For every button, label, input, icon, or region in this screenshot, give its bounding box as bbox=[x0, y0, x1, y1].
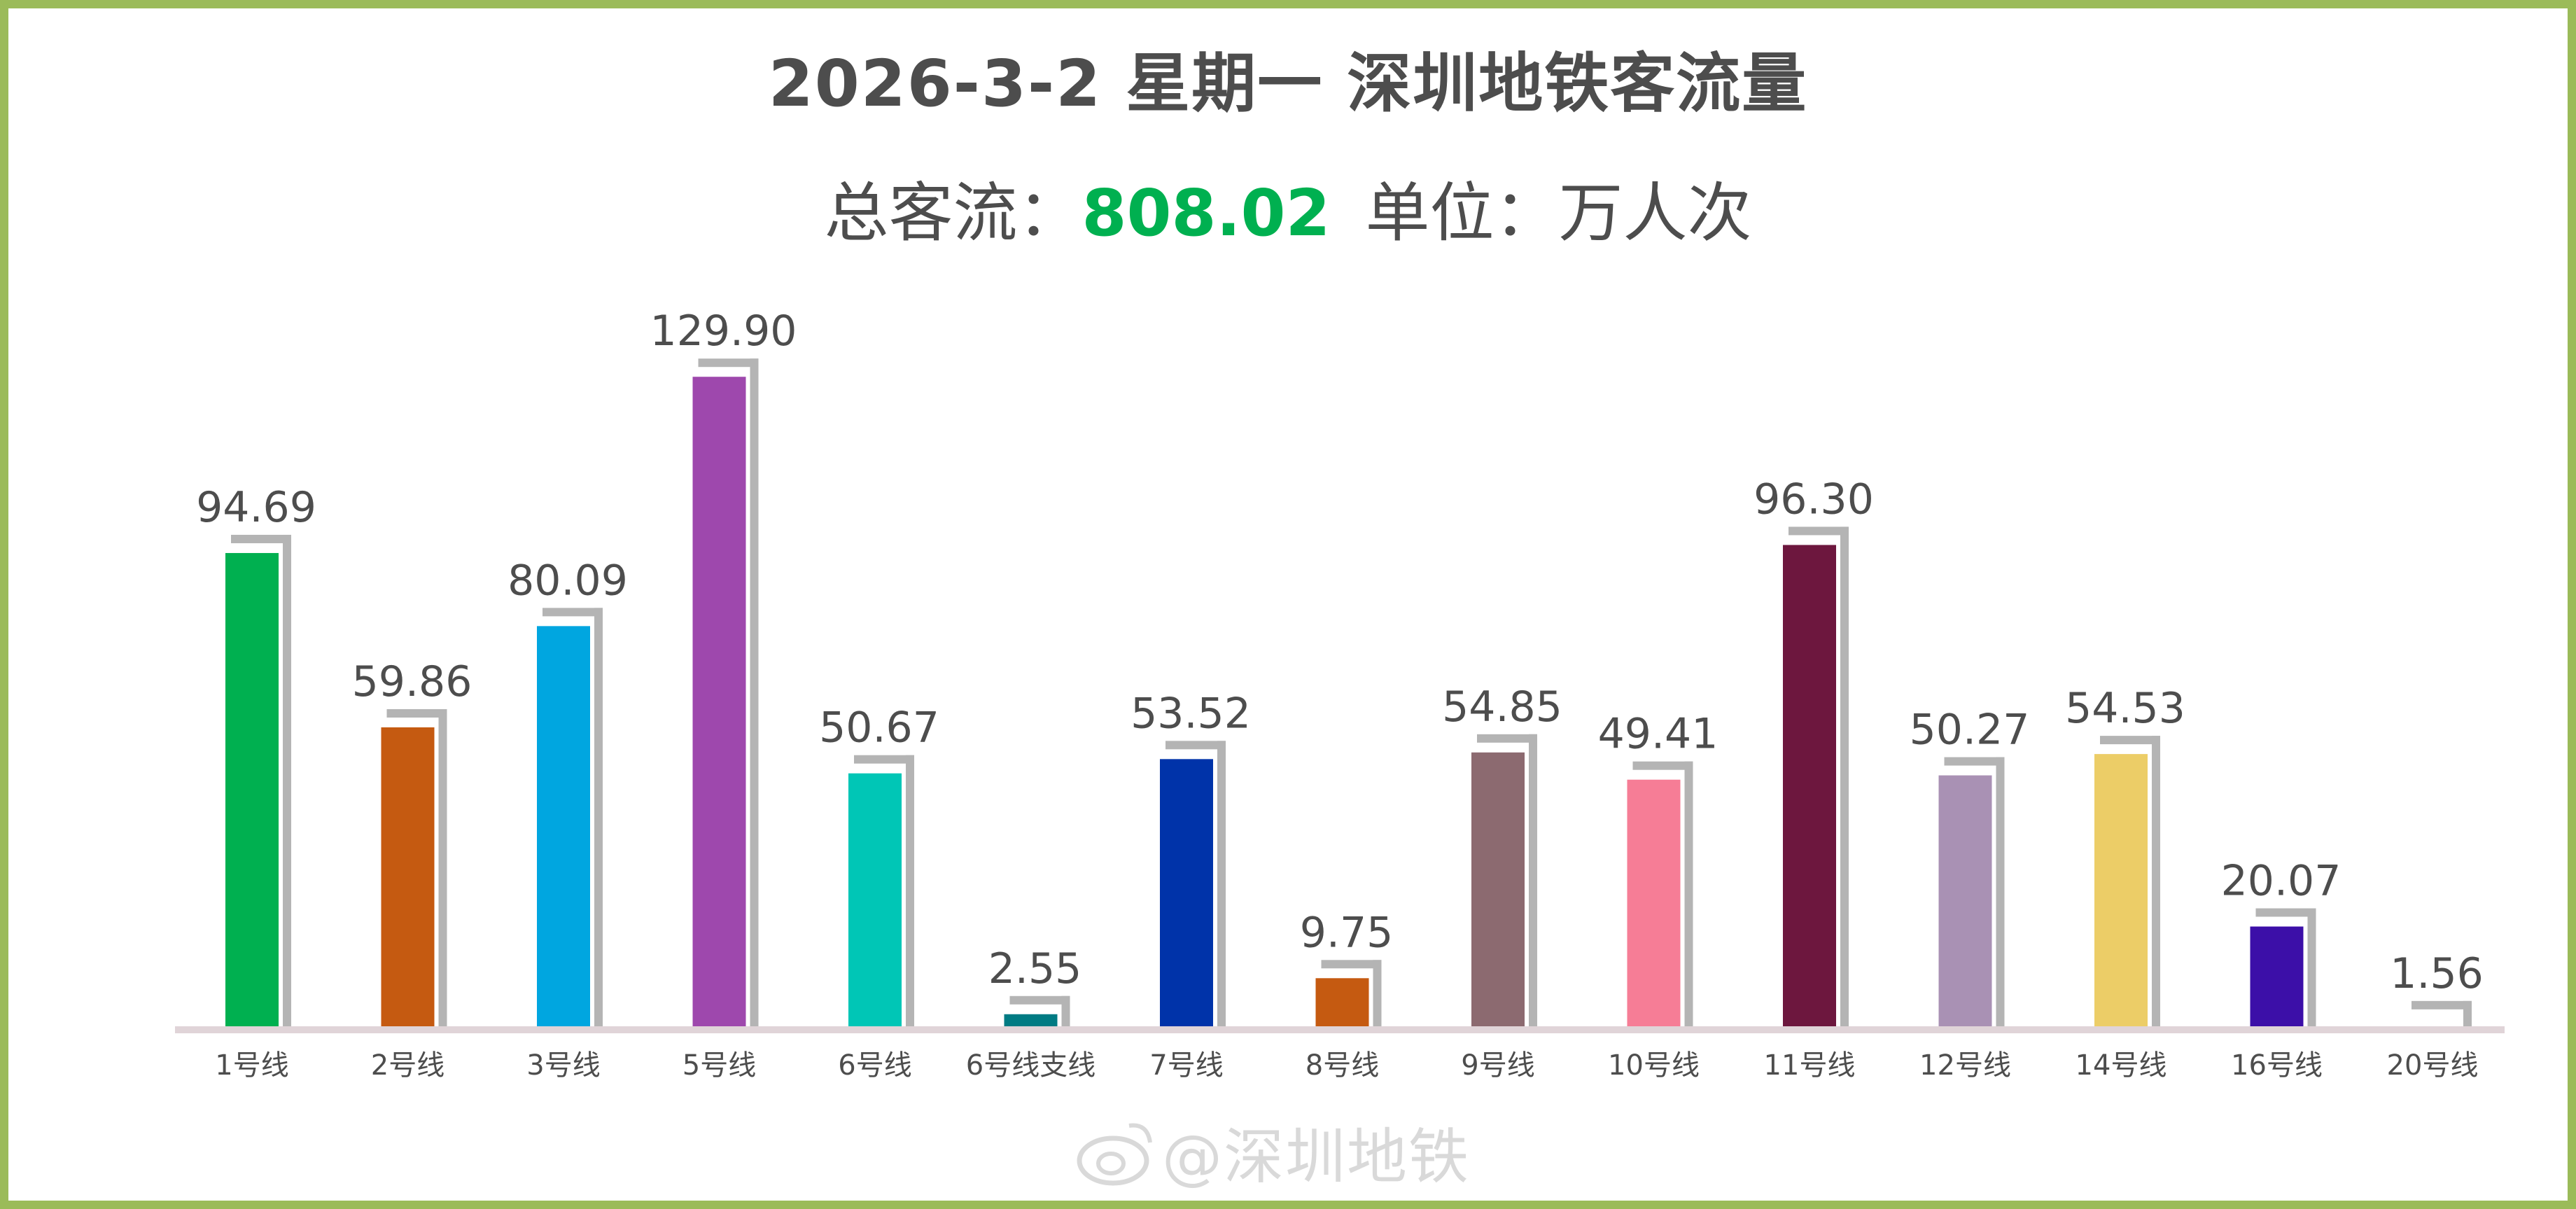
bar bbox=[225, 552, 279, 1027]
bar-shadow-side bbox=[2152, 736, 2160, 1027]
x-tick-label: 12号线 bbox=[1919, 1049, 2011, 1082]
watermark: @深圳地铁 bbox=[1078, 1107, 1470, 1195]
data-label: 54.53 bbox=[2065, 684, 2185, 733]
x-tick-label: 8号线 bbox=[1306, 1049, 1379, 1082]
data-label: 2.55 bbox=[988, 944, 1082, 993]
bar bbox=[537, 626, 590, 1027]
bar-shadow-side bbox=[1529, 734, 1537, 1027]
data-label: 20.07 bbox=[2221, 856, 2342, 905]
bar-shadow-top bbox=[1944, 757, 2005, 766]
data-label: 96.30 bbox=[1754, 475, 1874, 524]
bar bbox=[1004, 1014, 1058, 1027]
bar-shadow-top bbox=[1321, 960, 1382, 969]
bar-shadow-side bbox=[1840, 526, 1849, 1027]
x-tick-label: 7号线 bbox=[1149, 1049, 1223, 1082]
bar-shadow-side bbox=[906, 755, 914, 1027]
bar bbox=[2094, 754, 2148, 1027]
bar-shadow-side bbox=[1217, 741, 1226, 1027]
bar bbox=[1471, 752, 1525, 1027]
data-label: 54.85 bbox=[1442, 683, 1562, 732]
bar-shadow-top bbox=[1632, 761, 1693, 770]
bar-shadow-top bbox=[698, 358, 759, 368]
bar bbox=[1160, 759, 1213, 1027]
data-label: 80.09 bbox=[507, 556, 628, 605]
bar bbox=[848, 773, 902, 1027]
bar-shadow-top bbox=[854, 755, 914, 764]
bar-shadow-top bbox=[231, 534, 291, 543]
bar bbox=[1783, 545, 1836, 1027]
bar-shadow-side bbox=[1684, 761, 1693, 1027]
bar-shadow-top bbox=[386, 709, 447, 718]
bar bbox=[1938, 775, 1992, 1027]
bar-shadow-side bbox=[1373, 960, 1382, 1027]
x-tick-label: 6号线支线 bbox=[966, 1049, 1096, 1082]
bar-shadow-side bbox=[1061, 995, 1070, 1027]
x-tick-label: 3号线 bbox=[526, 1049, 600, 1082]
x-tick-label: 10号线 bbox=[1608, 1049, 1700, 1082]
data-label: 129.90 bbox=[650, 307, 797, 356]
bar-shadow-side bbox=[438, 709, 447, 1027]
total-value: 808.02 bbox=[1082, 176, 1331, 251]
bar-shadow-side bbox=[750, 358, 759, 1027]
data-label: 50.27 bbox=[1910, 706, 2030, 755]
x-tick-label: 16号线 bbox=[2231, 1049, 2323, 1082]
x-tick-label: 6号线 bbox=[838, 1049, 911, 1082]
x-tick-label: 2号线 bbox=[371, 1049, 444, 1082]
chart-title: 2026-3-2 星期一 深圳地铁客流量 bbox=[768, 46, 1808, 121]
bar-shadow-top bbox=[1009, 995, 1070, 1005]
chart-subtitle: 总客流：808.02 单位：万人次 bbox=[0, 161, 2576, 254]
bar-shadow-top bbox=[2255, 908, 2316, 917]
data-label: 94.69 bbox=[196, 483, 316, 532]
unit-label: 单位：万人次 bbox=[1365, 176, 1752, 251]
bar-shadow-side bbox=[2463, 1000, 2472, 1027]
bar-shadow-side bbox=[594, 608, 603, 1027]
data-label: 53.52 bbox=[1130, 689, 1251, 738]
bar-shadow-top bbox=[542, 608, 603, 617]
bar-shadow-top bbox=[2412, 1000, 2472, 1009]
watermark-text: @深圳地铁 bbox=[1162, 1122, 1470, 1192]
bar-shadow-top bbox=[1166, 741, 1226, 750]
data-label: 49.41 bbox=[1598, 710, 1718, 759]
x-tick-label: 14号线 bbox=[2076, 1049, 2167, 1082]
bar bbox=[692, 377, 746, 1027]
weibo-icon bbox=[1077, 1123, 1152, 1186]
bar-shadow-top bbox=[2100, 736, 2160, 745]
bar bbox=[381, 727, 435, 1027]
bar-shadow-side bbox=[1996, 757, 2005, 1027]
labels-layer: 94.69 1号线 59.86 2号线 80.09 3号线 129.90 5号线 50.67 6号… bbox=[196, 307, 2484, 1082]
bars-layer bbox=[225, 358, 2472, 1027]
total-label: 总客流： bbox=[824, 176, 1082, 251]
bar bbox=[1627, 779, 1681, 1027]
x-tick-label: 9号线 bbox=[1461, 1049, 1534, 1082]
data-label: 50.67 bbox=[819, 704, 939, 753]
bar-shadow-top bbox=[1788, 526, 1849, 536]
bar bbox=[2406, 1019, 2459, 1027]
data-label: 1.56 bbox=[2390, 949, 2484, 998]
bar bbox=[1315, 978, 1369, 1027]
bar-shadow-top bbox=[1477, 734, 1537, 743]
x-tick-label: 5号线 bbox=[682, 1049, 756, 1082]
data-label: 59.86 bbox=[352, 657, 472, 706]
bar-shadow-side bbox=[283, 534, 291, 1027]
x-tick-label: 20号线 bbox=[2387, 1049, 2479, 1082]
bar-shadow-side bbox=[2307, 908, 2316, 1027]
x-tick-label: 1号线 bbox=[215, 1049, 288, 1082]
data-label: 9.75 bbox=[1300, 908, 1394, 957]
x-tick-label: 11号线 bbox=[1764, 1049, 1856, 1082]
bar bbox=[2250, 926, 2304, 1027]
